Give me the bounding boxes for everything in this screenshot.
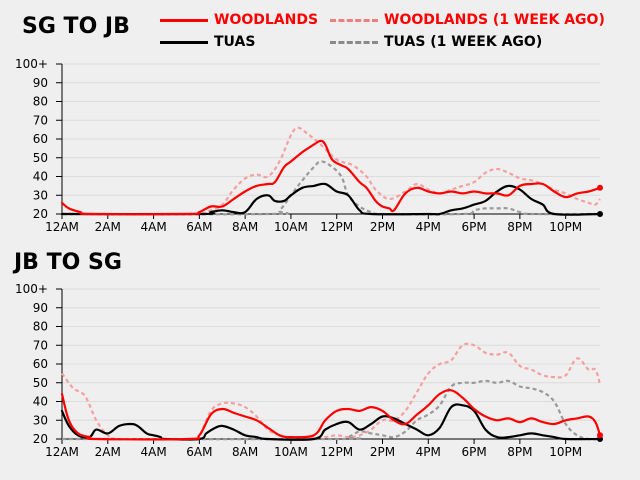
x-tick-label: 4PM (416, 445, 441, 459)
x-tick-label: 6AM (186, 445, 212, 459)
series-line-woodlands (60, 139, 602, 216)
x-tick-label: 12AM (45, 445, 79, 459)
y-tick-label: 90 (33, 301, 48, 315)
y-tick-label: 20 (33, 432, 48, 446)
x-tick-label: 8PM (507, 445, 532, 459)
x-tick-label: 10AM (274, 445, 308, 459)
series-end-point-woodlands (597, 184, 603, 191)
y-tick-label: 30 (33, 413, 48, 427)
x-tick-label: 2AM (95, 220, 121, 234)
legend-item-woodlands: WOODLANDS (160, 12, 318, 28)
legend-item-woodlands-prev: WOODLANDS (1 WEEK AGO) (330, 12, 605, 28)
y-tick-label: 100+ (15, 57, 48, 71)
legend-label-woodlands: WOODLANDS (214, 12, 319, 28)
chart-title-sg-to-jb: SG TO JB (22, 14, 130, 39)
x-tick-label: 2PM (370, 220, 395, 234)
y-tick-label: 60 (33, 357, 48, 371)
x-tick-label: 8AM (232, 445, 258, 459)
x-tick-label: 2PM (370, 445, 395, 459)
y-tick-label: 80 (33, 95, 48, 109)
y-tick-label: 100+ (15, 282, 48, 296)
y-tick-label: 50 (33, 151, 48, 165)
legend-item-tuas-prev: TUAS (1 WEEK AGO) (330, 34, 542, 50)
x-tick-label: 4AM (140, 220, 166, 234)
x-tick-label: 8PM (507, 220, 532, 234)
series-end-point-woodlands (597, 432, 603, 439)
x-tick-label: 10PM (549, 445, 582, 459)
y-tick-label: 50 (33, 376, 48, 390)
legend-label-tuas: TUAS (214, 34, 256, 50)
legend: WOODLANDS WOODLANDS (1 WEEK AGO) TUAS TU… (160, 12, 630, 56)
x-tick-label: 10PM (549, 220, 582, 234)
x-tick-label: 6AM (186, 220, 212, 234)
chart-sg-to-jb: 20 30 40 50 60 70 80 90 100+ 12AM 2AM 4AM 6AM 8AM 10AM… (15, 57, 603, 234)
y-tick-label: 70 (33, 338, 48, 352)
x-tick-label: 8AM (232, 220, 258, 234)
legend-swatch-woodlands (160, 18, 208, 22)
x-tick-label: 10AM (274, 220, 308, 234)
chart-title-jb-to-sg: JB TO SG (14, 250, 122, 275)
y-tick-label: 70 (33, 113, 48, 127)
x-tick-label: 12PM (320, 220, 353, 234)
series-line-woodlands (60, 389, 602, 441)
x-tick-label: 12AM (45, 220, 79, 234)
legend-swatch-tuas-prev (330, 40, 378, 44)
series-line-woodlands-1-week-ago (61, 126, 601, 216)
legend-label-woodlands-prev: WOODLANDS (1 WEEK AGO) (384, 12, 605, 28)
legend-item-tuas: TUAS (160, 34, 255, 50)
y-tick-label: 60 (33, 132, 48, 146)
y-tick-label: 30 (33, 188, 48, 202)
y-tick-label: 40 (33, 395, 48, 409)
legend-swatch-tuas (160, 40, 208, 44)
x-tick-label: 4PM (416, 220, 441, 234)
series-line-tuas-1-week-ago (61, 160, 601, 216)
y-tick-label: 80 (33, 320, 48, 334)
series-end-point-tuas (597, 211, 603, 217)
y-tick-label: 20 (33, 207, 48, 221)
y-tick-label: 90 (33, 76, 48, 90)
x-tick-label: 12PM (320, 445, 353, 459)
series-line-tuas-1-week-ago (61, 379, 601, 441)
y-tick-label: 40 (33, 170, 48, 184)
series-line-tuas (60, 182, 602, 216)
x-tick-label: 6PM (461, 220, 486, 234)
chart-jb-to-sg: 20 30 40 50 60 70 80 90 100+ 12AM 2AM 4AM 6AM 8AM 10AM… (15, 282, 603, 459)
legend-swatch-woodlands-prev (330, 18, 378, 22)
legend-label-tuas-prev: TUAS (1 WEEK AGO) (384, 34, 543, 50)
series-line-tuas (60, 403, 602, 441)
x-tick-label: 2AM (95, 445, 121, 459)
x-tick-label: 6PM (461, 445, 486, 459)
x-tick-label: 4AM (140, 445, 166, 459)
